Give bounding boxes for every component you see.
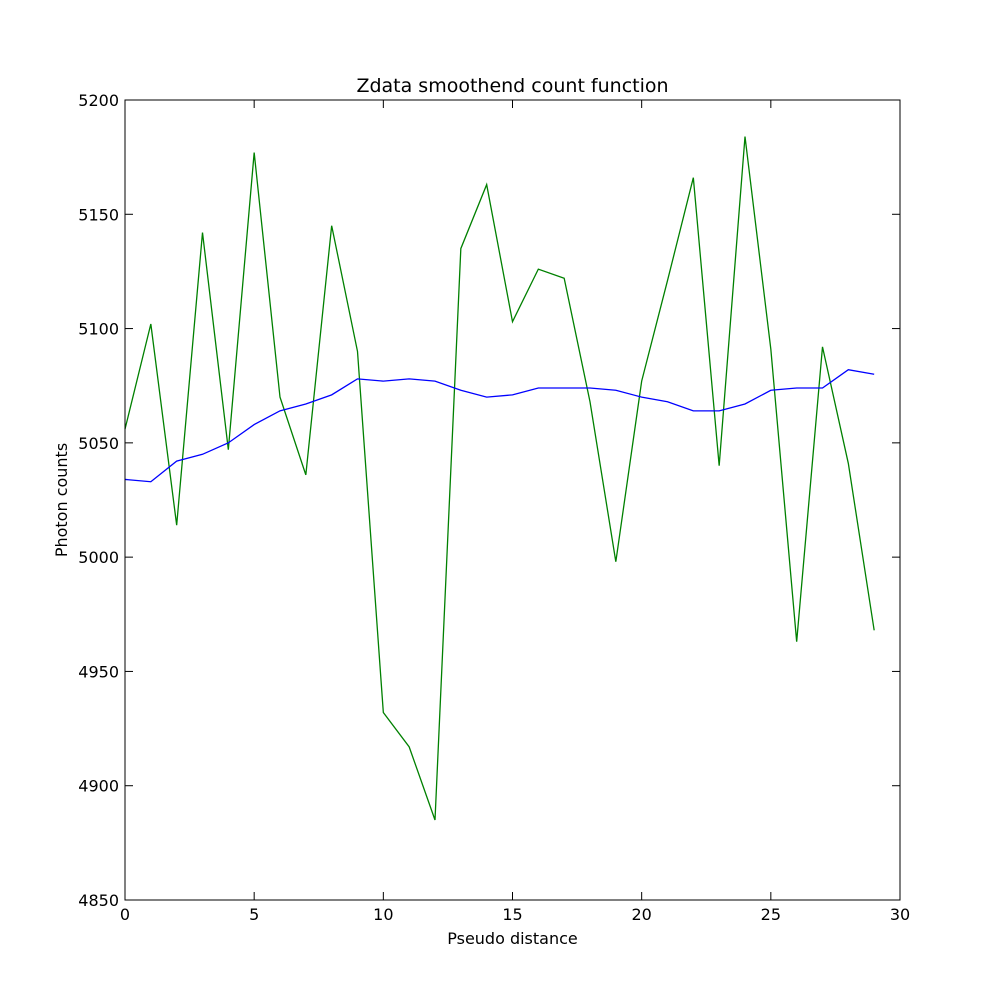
- y-axis-title: Photon counts: [52, 443, 71, 557]
- y-tick-label: 4900: [78, 777, 119, 796]
- chart-title: Zdata smoothend count function: [356, 75, 668, 97]
- x-tick-label: 20: [631, 905, 651, 924]
- x-tick-label: 0: [120, 905, 130, 924]
- series-line-2: [124, 369, 875, 483]
- plot-area: [125, 100, 900, 900]
- y-tick-label: 5050: [78, 434, 119, 453]
- y-tick-label: 5100: [78, 320, 119, 339]
- x-axis-title: Pseudo distance: [447, 929, 578, 948]
- y-tick-label: 5200: [78, 91, 119, 110]
- series-line-1: [124, 136, 875, 821]
- x-tick-label: 30: [890, 905, 910, 924]
- x-tick-label: 10: [373, 905, 393, 924]
- y-tick-label: 5000: [78, 548, 119, 567]
- y-tick-label: 5150: [78, 205, 119, 224]
- x-tick-label: 15: [502, 905, 522, 924]
- y-tick-label: 4950: [78, 662, 119, 681]
- x-tick-label: 5: [249, 905, 259, 924]
- ticks-layer: 0 5 10 15 20 25 30 4850 4900 4950 5000 5050 5100 5150…: [78, 91, 910, 924]
- x-tick-label: 25: [761, 905, 781, 924]
- y-tick-label: 4850: [78, 891, 119, 910]
- plot-frame: [124, 99, 901, 901]
- series-layer: [124, 136, 875, 821]
